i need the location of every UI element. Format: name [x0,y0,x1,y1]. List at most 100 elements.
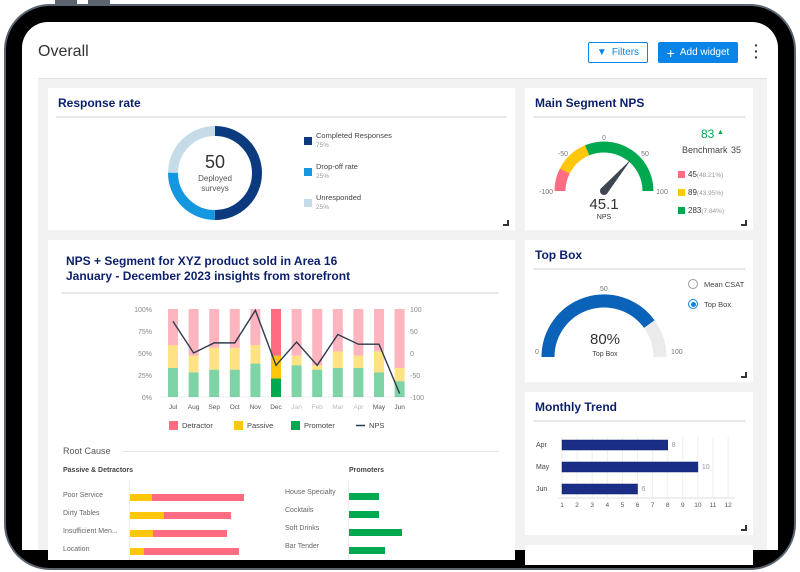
legend-value: 25% [316,204,330,211]
card-title: Response rate [58,96,141,110]
x-axis-tick: 10 [694,502,702,509]
filters-button[interactable]: ▼ Filters [588,42,648,63]
legend-label: Passive [247,421,273,430]
bar-passive [188,355,199,373]
bar-promoter [250,363,261,397]
bar-detractor [229,309,240,348]
breakdown-pct: (48.21%) [696,172,724,179]
gauge-tick: 100 [671,349,683,356]
legend-label: Completed Responses [316,131,392,140]
bar-detractor [394,309,405,368]
gauge-tick: 50 [641,151,649,158]
bar-detractor [353,309,364,356]
add-widget-button[interactable]: + Add widget [658,42,738,63]
gauge-tick: 100 [656,189,668,196]
bar-detractor [209,309,220,348]
filter-icon: ▼ [596,47,607,58]
bar-detractor [271,309,281,356]
x-axis-tick: 12 [724,502,732,509]
right-axis-tick: -50 [410,373,420,380]
x-axis-tick: 5 [621,502,625,509]
bar-promoter [188,372,199,397]
card-title: Top Box [535,248,583,262]
breakdown-swatch [678,189,685,196]
radio-top-box[interactable] [688,299,698,309]
card-title: Monthly Trend [535,400,617,414]
breakdown-count: 283(7.84%) [688,206,725,215]
donut-total: 50 [204,152,226,172]
x-axis-tick: Dec [270,404,282,411]
right-axis-tick: 50 [410,329,418,336]
x-axis-tick: 2 [575,502,579,509]
bar-detractor [312,309,323,366]
nps-value: 45.1 [589,196,619,213]
legend-label: Detractor [182,421,213,430]
bar-promoter [353,367,364,397]
breakdown-pct: (43.95%) [696,190,724,197]
nps-value-label: NPS [596,214,612,221]
x-axis-tick: 7 [651,502,655,509]
x-axis-tick: Jan [291,404,302,411]
gauge-segment [585,141,654,192]
top-box-gauge [541,294,667,358]
bar-detractor [332,309,343,352]
bar-detractor [153,530,227,537]
nps-gauge: -100 -50 0 50 100 [539,135,668,196]
trend-bar [561,439,668,451]
legend-label: NPS [369,421,384,430]
bar-passive [374,351,384,373]
bar-passive [353,355,364,368]
bar-passive [130,548,145,555]
gauge-tick: -100 [539,189,553,196]
left-axis-tick: 50% [138,351,152,358]
nps-score: 83 [701,127,715,141]
bar-promoter [229,369,240,397]
legend-swatch [304,137,312,145]
legend-swatch [234,421,243,430]
bar-promoter [332,367,343,397]
resize-handle[interactable] [503,220,509,226]
chart-title: NPS + Segment for XYZ product sold in Ar… [66,254,338,268]
x-axis-tick: 8 [666,502,670,509]
resize-handle[interactable] [741,525,747,531]
bar-detractor [250,309,261,346]
bar-detractor [188,309,199,356]
segment-chart: 100% 75% 50% 25% 0% 100 50 0 -50 -100 Jul Aug Sep Oct… [134,307,424,430]
bar-promoter [349,547,386,554]
left-axis-tick: 25% [138,373,152,380]
breakdown-count: 45(48.21%) [688,170,724,179]
legend-label: Drop-off rate [316,162,358,171]
resize-handle[interactable] [741,372,747,378]
more-options-icon[interactable]: · · · [754,37,759,65]
donut-label: surveys [201,184,229,193]
root-cause-label: House Specialty [285,489,336,496]
x-axis-tick: Aug [188,404,200,411]
radio-mean-csat[interactable] [688,279,698,289]
root-cause-label: Poor Service [63,492,104,499]
bar-detractor [291,309,302,356]
root-cause-label: Insufficient Men... [63,528,118,535]
radio-label: Top Box [704,300,732,309]
x-axis-tick: 6 [636,502,640,509]
bar-passive [168,345,178,368]
resize-handle[interactable] [741,220,747,226]
legend-value: 25% [316,173,330,180]
donut-chart [168,126,262,220]
x-axis-tick: Mar [332,404,344,411]
right-axis-tick: -100 [410,395,424,402]
bar-passive [130,494,152,501]
x-axis-tick: Jul [169,404,178,411]
root-cause-label: Location [63,546,90,553]
legend-value: 75% [316,142,330,149]
bar-promoter [312,369,323,397]
bar-promoter [349,529,402,536]
benchmark-value: 35 [731,145,742,155]
bar-passive [271,355,281,379]
y-axis-tick: Jun [536,486,547,493]
breakdown-pct: (7.84%) [701,208,725,215]
gauge-tick: 0 [535,349,539,356]
card-title: Main Segment NPS [535,96,645,110]
donut-segment-dropoff [168,126,262,220]
legend-swatch [304,168,312,176]
page-title: Overall [38,43,89,60]
